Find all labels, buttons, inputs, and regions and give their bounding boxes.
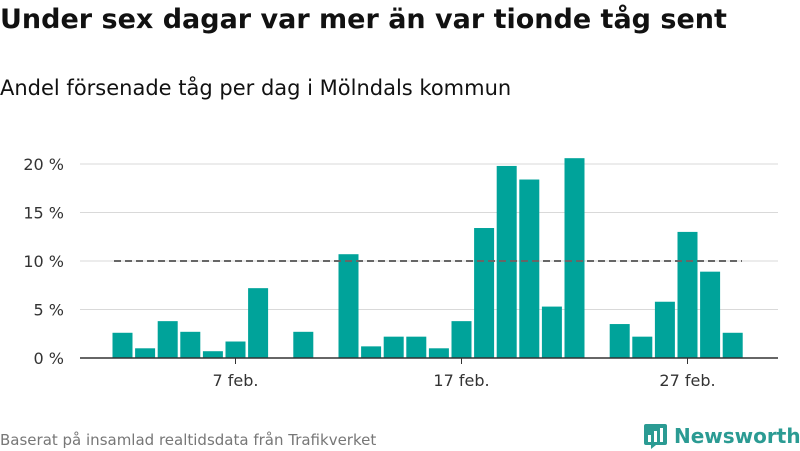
bar: [180, 331, 201, 358]
bar: [202, 351, 223, 358]
y-tick-label: 5 %: [34, 301, 64, 320]
y-tick-label: 0 %: [34, 349, 64, 368]
bar: [406, 336, 427, 358]
chart-title: Under sex dagar var mer än var tionde tå…: [0, 4, 727, 35]
bar: [338, 254, 359, 358]
bar: [112, 332, 133, 358]
newsworthy-bar-chart-icon: [644, 423, 667, 449]
bar: [564, 158, 585, 358]
bar: [677, 231, 698, 358]
y-tick-label: 10 %: [23, 252, 64, 271]
bar: [428, 348, 449, 358]
bar: [496, 165, 517, 358]
bar: [135, 348, 156, 358]
bar: [632, 336, 653, 358]
bar: [451, 321, 472, 358]
bar: [722, 332, 743, 358]
bar: [541, 306, 562, 358]
bar: [225, 341, 246, 358]
brand-name: Newsworthy: [674, 424, 800, 448]
bar: [519, 179, 540, 358]
brand-logo: Newsworthy: [643, 421, 800, 451]
bar: [361, 346, 382, 358]
x-tick-label: 7 feb.: [213, 371, 259, 390]
bar-chart: 0 % 5 % 10 % 15 % 20 % 7 feb. 17 feb. 27 feb.: [23, 155, 778, 390]
chart-subtitle: Andel försenade tåg per dag i Mölndals k…: [0, 76, 512, 100]
y-tick-label: 15 %: [23, 204, 64, 223]
bar: [654, 301, 675, 358]
x-tick-label: 27 feb.: [659, 371, 715, 390]
bar: [293, 331, 314, 358]
source-note: Baserat på insamlad realtidsdata från Tr…: [0, 431, 377, 449]
x-tick-label: 17 feb.: [433, 371, 489, 390]
bar: [157, 321, 178, 358]
bar: [383, 336, 404, 358]
bar: [248, 288, 269, 358]
bar: [609, 324, 630, 358]
y-tick-label: 20 %: [23, 155, 64, 174]
bar: [474, 228, 495, 358]
bar: [700, 271, 721, 358]
